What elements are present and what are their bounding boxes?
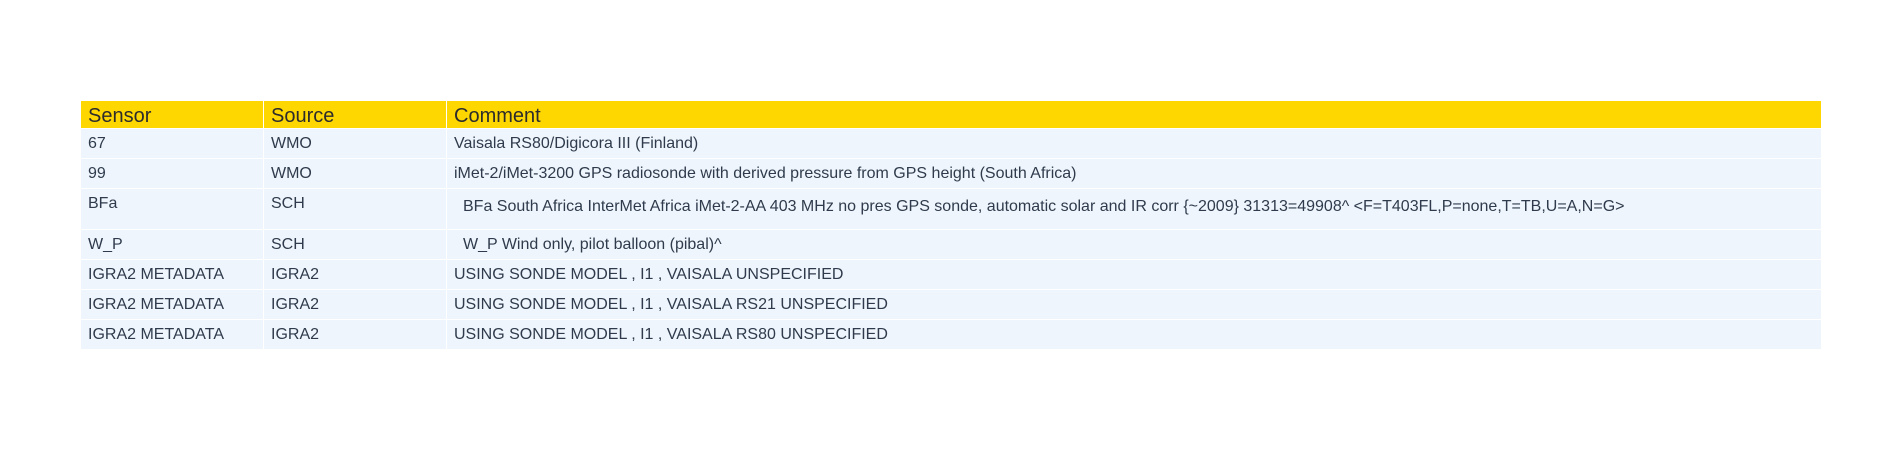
table-row: 99 WMO iMet-2/iMet-3200 GPS radiosonde w… bbox=[81, 158, 1821, 188]
cell-comment: USING SONDE MODEL , I1 , VAISALA UNSPECI… bbox=[447, 259, 1821, 289]
header-source[interactable]: Source bbox=[264, 101, 447, 128]
table-row: W_P SCH W_P Wind only, pilot balloon (pi… bbox=[81, 229, 1821, 259]
cell-sensor: BFa bbox=[81, 188, 264, 229]
cell-sensor: 99 bbox=[81, 158, 264, 188]
cell-sensor: IGRA2 METADATA bbox=[81, 319, 264, 349]
cell-source: IGRA2 bbox=[264, 259, 447, 289]
cell-source: WMO bbox=[264, 128, 447, 158]
cell-comment: USING SONDE MODEL , I1 , VAISALA RS80 UN… bbox=[447, 319, 1821, 349]
table-row: IGRA2 METADATA IGRA2 USING SONDE MODEL ,… bbox=[81, 319, 1821, 349]
cell-comment: W_P Wind only, pilot balloon (pibal)^ bbox=[447, 229, 1821, 259]
cell-source: IGRA2 bbox=[264, 289, 447, 319]
table-row: IGRA2 METADATA IGRA2 USING SONDE MODEL ,… bbox=[81, 289, 1821, 319]
sensor-table-container: Sensor Source Comment 67 WMO Vaisala RS8… bbox=[81, 101, 1821, 349]
cell-comment: iMet-2/iMet-3200 GPS radiosonde with der… bbox=[447, 158, 1821, 188]
table-row: BFa SCH BFa South Africa InterMet Africa… bbox=[81, 188, 1821, 229]
cell-sensor: IGRA2 METADATA bbox=[81, 289, 264, 319]
table-row: IGRA2 METADATA IGRA2 USING SONDE MODEL ,… bbox=[81, 259, 1821, 289]
header-sensor[interactable]: Sensor bbox=[81, 101, 264, 128]
table-body: 67 WMO Vaisala RS80/Digicora III (Finlan… bbox=[81, 128, 1821, 349]
cell-comment: BFa South Africa InterMet Africa iMet-2-… bbox=[447, 188, 1821, 229]
cell-source: SCH bbox=[264, 229, 447, 259]
cell-sensor: 67 bbox=[81, 128, 264, 158]
header-row: Sensor Source Comment bbox=[81, 101, 1821, 128]
cell-source: SCH bbox=[264, 188, 447, 229]
cell-sensor: W_P bbox=[81, 229, 264, 259]
table-row: 67 WMO Vaisala RS80/Digicora III (Finlan… bbox=[81, 128, 1821, 158]
sensor-table: Sensor Source Comment 67 WMO Vaisala RS8… bbox=[81, 101, 1821, 349]
cell-comment: Vaisala RS80/Digicora III (Finland) bbox=[447, 128, 1821, 158]
table-header: Sensor Source Comment bbox=[81, 101, 1821, 128]
cell-source: WMO bbox=[264, 158, 447, 188]
header-comment[interactable]: Comment bbox=[447, 101, 1821, 128]
cell-source: IGRA2 bbox=[264, 319, 447, 349]
cell-sensor: IGRA2 METADATA bbox=[81, 259, 264, 289]
cell-comment: USING SONDE MODEL , I1 , VAISALA RS21 UN… bbox=[447, 289, 1821, 319]
